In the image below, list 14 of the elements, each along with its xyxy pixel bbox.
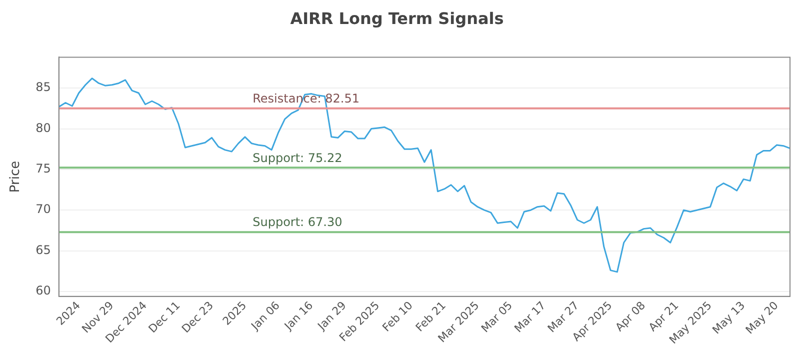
y-tick-label: 60: [36, 284, 51, 298]
y-tick-label: 75: [36, 162, 51, 176]
x-tick-label: Jan 06: [248, 298, 282, 334]
y-tick-label: 70: [36, 202, 51, 216]
x-tick-label: Apr 08: [612, 298, 648, 334]
y-axis-title: Price: [8, 160, 24, 193]
y-tick-label: 80: [36, 120, 51, 135]
x-tick-label: Jan 16: [281, 298, 316, 334]
ref-line-label: Support: 67.30: [252, 215, 342, 230]
y-tick-label: 85: [36, 80, 51, 94]
ref-line-label: Support: 75.22: [252, 150, 342, 165]
chart-title: AIRR Long Term Signals: [290, 8, 504, 28]
x-tick-label: Feb 10: [380, 298, 416, 334]
y-tick-label: 65: [36, 242, 51, 257]
